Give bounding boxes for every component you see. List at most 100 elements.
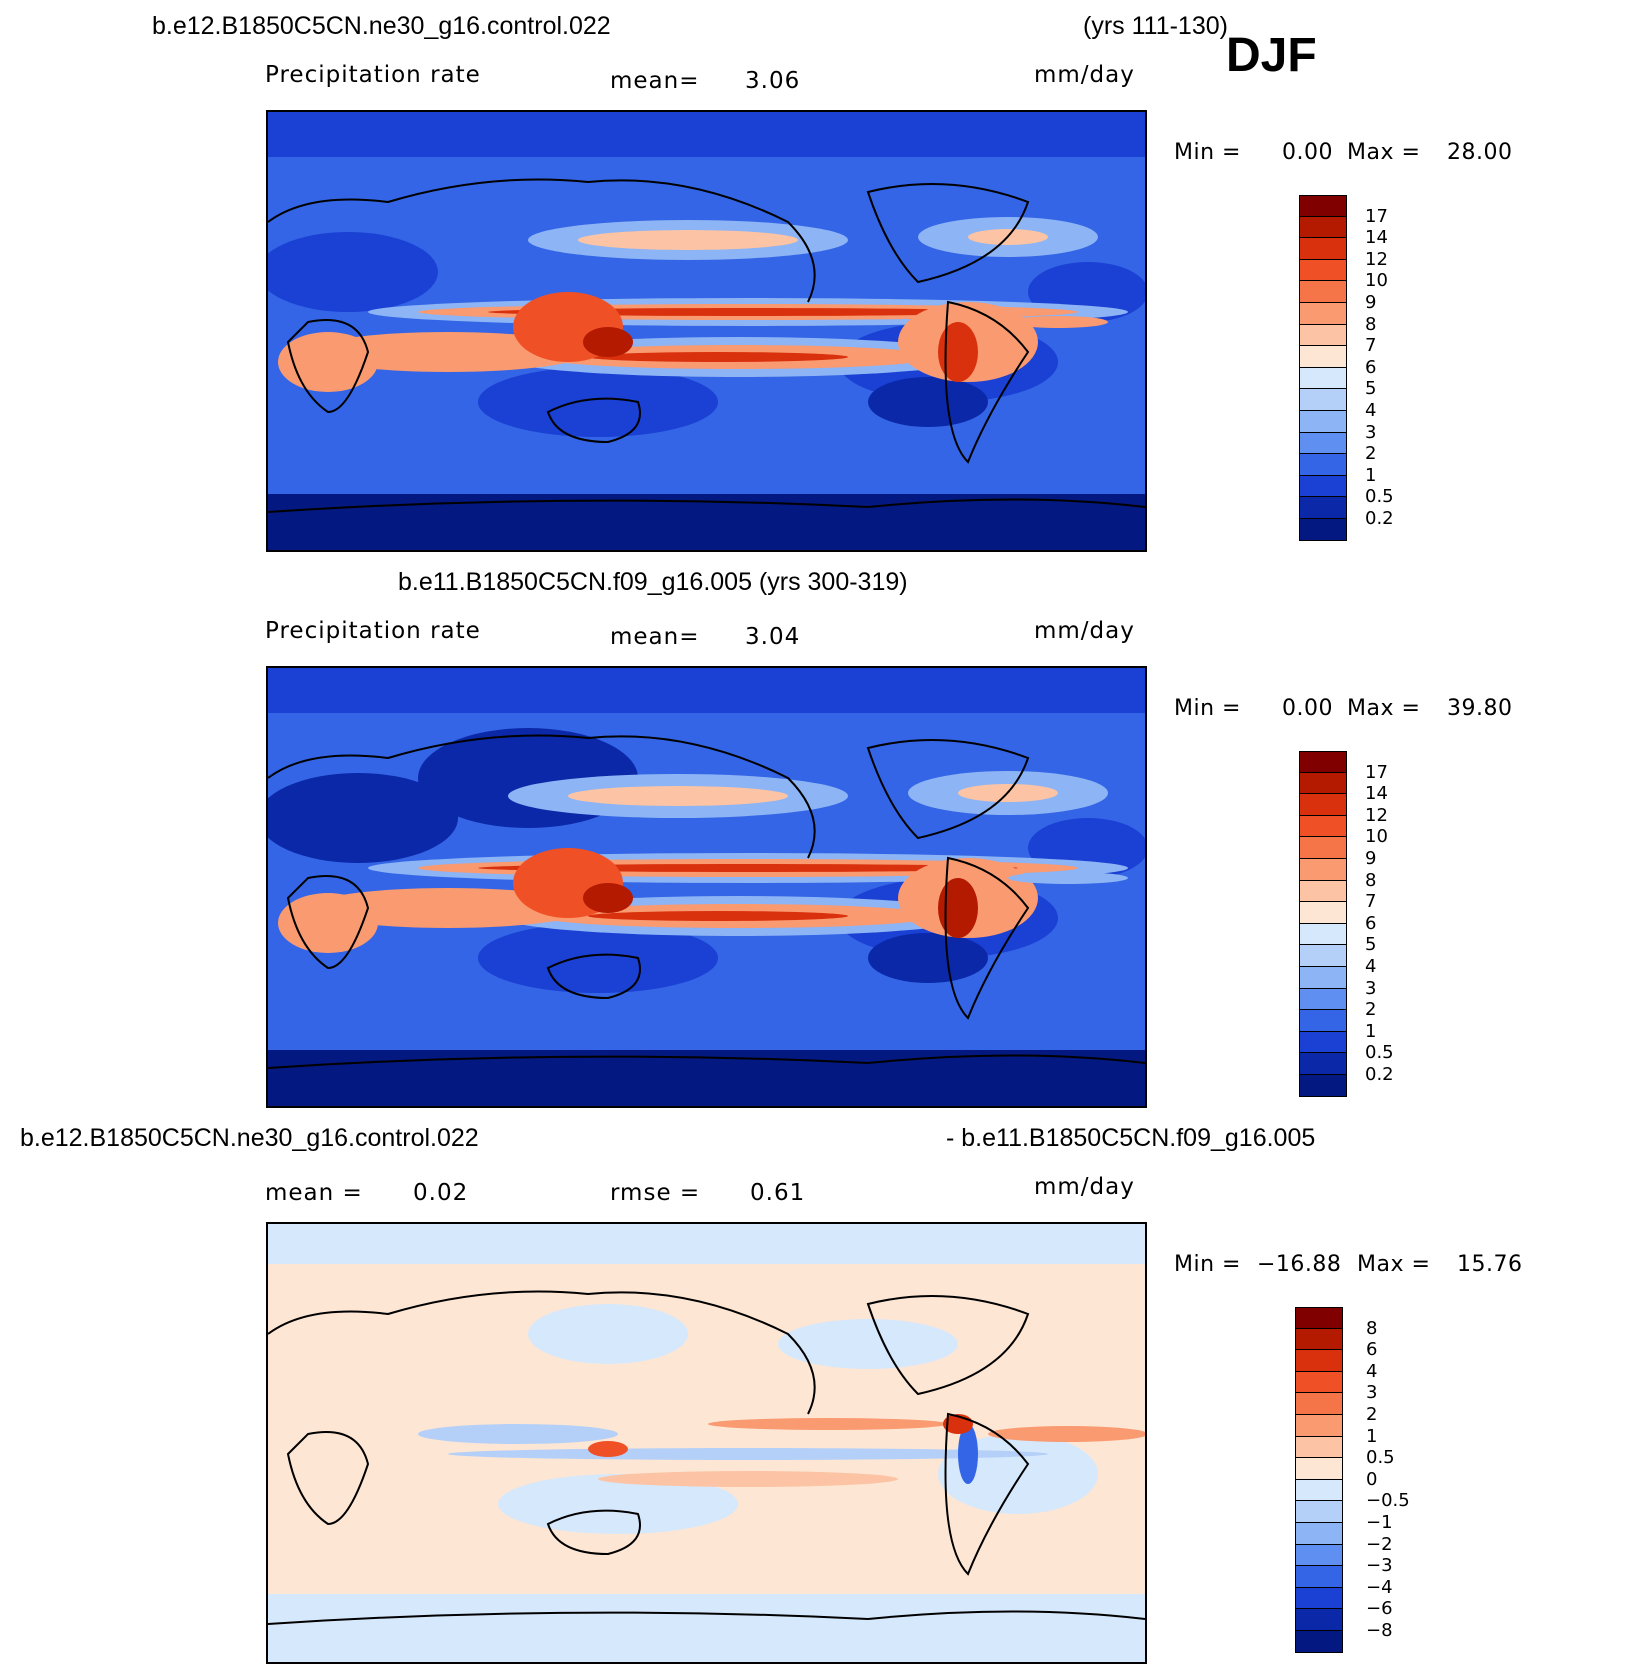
colorbar-tick-label: 14 xyxy=(1365,783,1388,805)
colorbar-tick-label: 3 xyxy=(1365,421,1377,443)
colorbar-segment xyxy=(1295,1501,1343,1523)
colorbar-tick-label: 6 xyxy=(1366,1339,1378,1361)
colorbar-segment xyxy=(1295,1479,1343,1502)
panel3-min-label: Min = xyxy=(1174,1252,1241,1277)
colorbar-segment xyxy=(1299,772,1347,795)
colorbar-tick-label: 0.5 xyxy=(1366,1447,1395,1469)
colorbar-tick-label: 7 xyxy=(1365,335,1377,357)
panel1-map-svg xyxy=(268,112,1145,550)
colorbar-segment xyxy=(1299,1010,1347,1032)
colorbar-tick-label: 9 xyxy=(1365,848,1377,869)
colorbar-segment xyxy=(1299,923,1347,946)
colorbar-segment xyxy=(1299,259,1347,282)
panel1-units: mm/day xyxy=(1034,62,1135,88)
colorbar-segment xyxy=(1299,988,1347,1011)
colorbar-segment xyxy=(1295,1609,1343,1631)
panel2-mean-label: mean= xyxy=(610,624,700,650)
colorbar-tick-label: 4 xyxy=(1365,956,1377,977)
panel1-colorbar xyxy=(1299,195,1349,541)
panel3-rmse-value: 0.61 xyxy=(750,1180,806,1206)
colorbar-tick-label: 3 xyxy=(1366,1382,1378,1404)
colorbar-tick-label: 0.2 xyxy=(1365,1064,1394,1085)
colorbar-tick-label: 6 xyxy=(1365,356,1377,378)
panel1-mean-value: 3.06 xyxy=(745,68,801,94)
colorbar-tick-label: 0.5 xyxy=(1365,486,1394,508)
colorbar-segment xyxy=(1299,324,1347,347)
colorbar-segment xyxy=(1299,518,1347,541)
colorbar-segment xyxy=(1299,475,1347,498)
panel2-title: b.e11.B1850C5CN.f09_g16.005 (yrs 300-319… xyxy=(398,568,908,596)
colorbar-segment xyxy=(1295,1458,1343,1480)
panel2-mean-value: 3.04 xyxy=(745,624,801,650)
colorbar-tick-label: 8 xyxy=(1365,869,1377,891)
colorbar-tick-label: 3 xyxy=(1365,977,1377,999)
panel1-max-label: Max = xyxy=(1347,140,1421,165)
colorbar-segment xyxy=(1295,1328,1343,1351)
colorbar-segment xyxy=(1295,1587,1343,1610)
colorbar-segment xyxy=(1299,195,1347,217)
colorbar-segment xyxy=(1295,1436,1343,1459)
colorbar-tick-label: −4 xyxy=(1366,1576,1393,1598)
panel3-title-left: b.e12.B1850C5CN.ne30_g16.control.022 xyxy=(20,1124,479,1152)
colorbar-tick-label: 17 xyxy=(1365,761,1388,783)
colorbar-segment xyxy=(1299,1074,1347,1097)
colorbar-segment xyxy=(1295,1544,1343,1567)
colorbar-tick-label: 2 xyxy=(1365,443,1377,465)
colorbar-segment xyxy=(1299,751,1347,773)
panel2-min-label: Min = xyxy=(1174,696,1241,721)
panel1-min-value: 0.00 xyxy=(1282,140,1333,165)
colorbar-segment xyxy=(1299,837,1347,859)
colorbar-segment xyxy=(1295,1350,1343,1372)
panel3-title-right: - b.e11.B1850C5CN.f09_g16.005 xyxy=(946,1124,1316,1152)
colorbar-tick-label: 12 xyxy=(1365,248,1388,270)
colorbar-segment xyxy=(1299,346,1347,368)
panel3-min-value: −16.88 xyxy=(1257,1252,1342,1277)
colorbar-segment xyxy=(1299,410,1347,433)
colorbar-segment xyxy=(1295,1371,1343,1394)
panel3-colorbar xyxy=(1295,1307,1345,1653)
colorbar-tick-label: −8 xyxy=(1366,1620,1393,1641)
colorbar-tick-label: 1 xyxy=(1365,1020,1377,1042)
colorbar-segment xyxy=(1295,1393,1343,1415)
colorbar-segment xyxy=(1299,302,1347,325)
colorbar-tick-label: 8 xyxy=(1366,1317,1378,1339)
colorbar-tick-label: 8 xyxy=(1365,313,1377,335)
panel1-min-label: Min = xyxy=(1174,140,1241,165)
case1-title: b.e12.B1850C5CN.ne30_g16.control.022 xyxy=(152,12,611,40)
panel3-mean-label: mean = xyxy=(265,1180,363,1206)
colorbar-tick-label: 2 xyxy=(1366,1404,1378,1425)
colorbar-tick-label: 7 xyxy=(1365,891,1377,913)
colorbar-segment xyxy=(1295,1307,1343,1329)
panel3-max-label: Max = xyxy=(1357,1252,1431,1277)
panel3-rmse-label: rmse = xyxy=(610,1180,701,1206)
panel2-map-svg xyxy=(268,668,1145,1106)
panel3-map-svg xyxy=(268,1224,1145,1662)
colorbar-tick-label: 10 xyxy=(1365,270,1388,292)
colorbar-tick-label: −3 xyxy=(1366,1555,1393,1577)
panel1-max-value: 28.00 xyxy=(1447,140,1513,165)
colorbar-segment xyxy=(1299,794,1347,816)
colorbar-tick-label: −1 xyxy=(1366,1512,1393,1533)
colorbar-segment xyxy=(1299,815,1347,838)
colorbar-segment xyxy=(1295,1414,1343,1437)
panel1-field-label: Precipitation rate xyxy=(265,62,481,88)
colorbar-segment xyxy=(1295,1522,1343,1545)
panel1-precip-map xyxy=(266,110,1147,552)
panel2-colorbar xyxy=(1299,751,1349,1097)
colorbar-segment xyxy=(1299,858,1347,881)
colorbar-segment xyxy=(1299,454,1347,476)
colorbar-segment xyxy=(1299,945,1347,967)
panel3-units: mm/day xyxy=(1034,1174,1135,1200)
colorbar-segment xyxy=(1299,966,1347,989)
colorbar-tick-label: 6 xyxy=(1365,912,1377,934)
colorbar-tick-label: 0.5 xyxy=(1365,1042,1394,1064)
colorbar-segment xyxy=(1299,1053,1347,1075)
panel2-max-label: Max = xyxy=(1347,696,1421,721)
panel2-min-value: 0.00 xyxy=(1282,696,1333,721)
colorbar-tick-label: 5 xyxy=(1365,378,1377,400)
colorbar-segment xyxy=(1295,1566,1343,1588)
colorbar-segment xyxy=(1299,367,1347,390)
colorbar-segment xyxy=(1299,432,1347,455)
panel2-max-value: 39.80 xyxy=(1447,696,1513,721)
colorbar-tick-label: 10 xyxy=(1365,826,1388,848)
